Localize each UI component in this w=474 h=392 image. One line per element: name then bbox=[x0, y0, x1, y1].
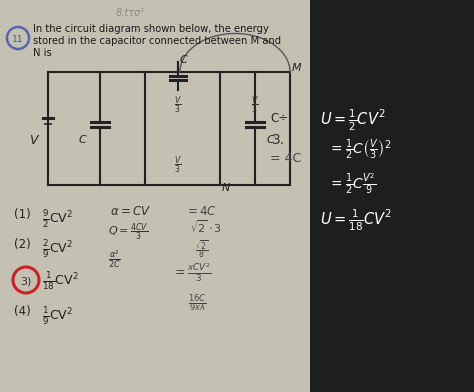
Text: $\frac{1}{9}$CV$^2$: $\frac{1}{9}$CV$^2$ bbox=[42, 305, 73, 327]
Text: $\frac{V}{3}$: $\frac{V}{3}$ bbox=[174, 154, 182, 176]
Text: $\alpha = CV$: $\alpha = CV$ bbox=[110, 205, 151, 218]
Text: 3): 3) bbox=[20, 276, 32, 286]
Text: C÷: C÷ bbox=[270, 111, 288, 125]
Text: 3.: 3. bbox=[272, 133, 285, 147]
Text: C: C bbox=[267, 135, 275, 145]
Text: $\sqrt{2}\cdot 3$: $\sqrt{2}\cdot 3$ bbox=[190, 218, 222, 235]
Text: $U=\frac{1}{2}CV^2$: $U=\frac{1}{2}CV^2$ bbox=[320, 108, 386, 133]
Text: $=\frac{1}{2}C\left(\frac{V}{3}\right)^2$: $=\frac{1}{2}C\left(\frac{V}{3}\right)^2… bbox=[328, 138, 392, 162]
Text: $\frac{2}{9}$CV$^2$: $\frac{2}{9}$CV$^2$ bbox=[42, 238, 73, 260]
Text: C: C bbox=[78, 135, 86, 145]
Bar bbox=[0, 0, 310, 392]
Text: (1): (1) bbox=[14, 208, 31, 221]
Text: 8.tτσ¹: 8.tτσ¹ bbox=[116, 8, 145, 18]
Text: $= 4C$: $= 4C$ bbox=[185, 205, 217, 218]
Text: $\frac{\sqrt{2}}{8}$: $\frac{\sqrt{2}}{8}$ bbox=[195, 238, 208, 260]
Text: $\frac{\alpha^2}{2C}$: $\frac{\alpha^2}{2C}$ bbox=[108, 248, 121, 270]
Text: $\frac{V}{3}$: $\frac{V}{3}$ bbox=[174, 94, 182, 116]
Text: (4): (4) bbox=[14, 305, 31, 318]
Text: (2): (2) bbox=[14, 238, 31, 251]
Text: $\frac{9}{2}$CV$^2$: $\frac{9}{2}$CV$^2$ bbox=[42, 208, 73, 230]
Text: $\frac{V}{3}$: $\frac{V}{3}$ bbox=[251, 94, 259, 116]
Text: stored in the capacitor connected between M and: stored in the capacitor connected betwee… bbox=[33, 36, 281, 46]
Text: $=\frac{1}{2}C\frac{V^2}{9}$: $=\frac{1}{2}C\frac{V^2}{9}$ bbox=[328, 172, 376, 196]
Text: C: C bbox=[180, 55, 188, 65]
Text: $\frac{1}{18}$CV$^2$: $\frac{1}{18}$CV$^2$ bbox=[42, 270, 79, 292]
Text: $Q=\frac{4CV}{3}$: $Q=\frac{4CV}{3}$ bbox=[108, 222, 148, 243]
Text: N: N bbox=[222, 183, 230, 193]
Text: M: M bbox=[292, 63, 301, 73]
Text: $= \frac{xCV^2}{3}$: $= \frac{xCV^2}{3}$ bbox=[172, 262, 211, 284]
Text: In the circuit diagram shown below, the energy: In the circuit diagram shown below, the … bbox=[33, 24, 269, 34]
Text: 11: 11 bbox=[12, 34, 24, 44]
Text: N is: N is bbox=[33, 48, 52, 58]
Bar bbox=[0, 0, 310, 392]
Text: = 4C: = 4C bbox=[270, 151, 301, 165]
Bar bbox=[310, 0, 474, 392]
Text: $\frac{16C}{9x\lambda}$: $\frac{16C}{9x\lambda}$ bbox=[188, 292, 206, 314]
Text: V: V bbox=[29, 134, 38, 147]
Text: $U=\frac{1}{18}CV^2$: $U=\frac{1}{18}CV^2$ bbox=[320, 208, 392, 233]
